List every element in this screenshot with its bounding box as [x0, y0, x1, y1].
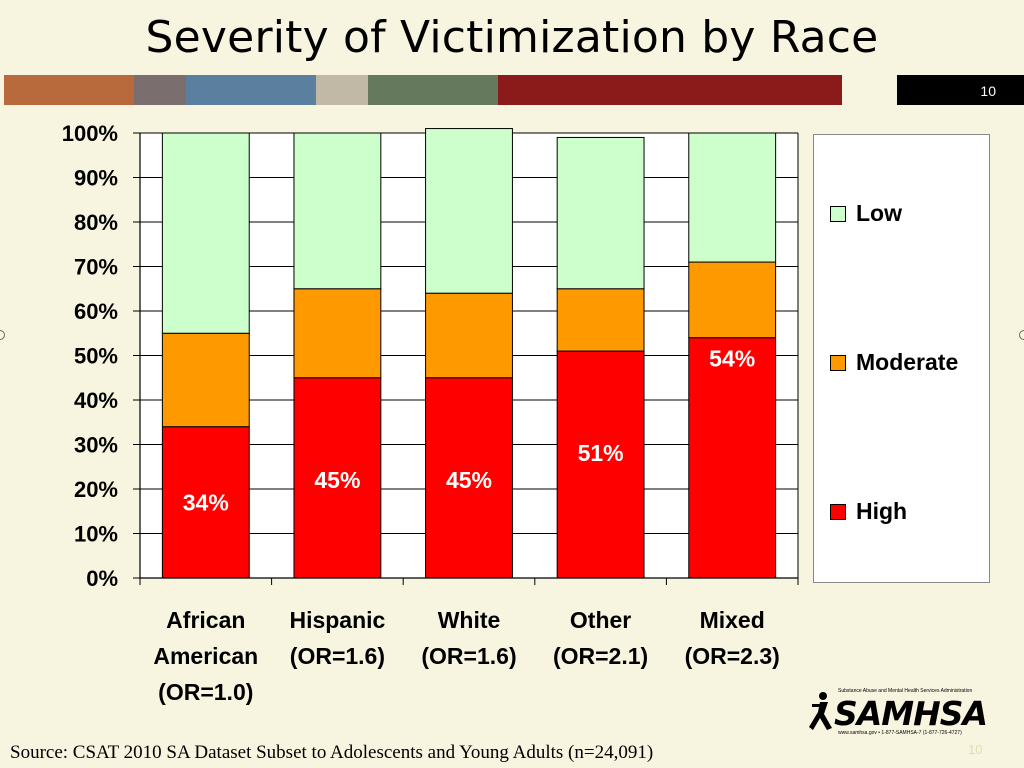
y-tick-label: 10%	[74, 522, 118, 547]
footer-slide-number: 10	[968, 742, 983, 757]
logo-contact: www.samhsa.gov • 1-877-SAMHSA-7 (1-877-7…	[838, 730, 962, 736]
chart-legend: Low Moderate High	[813, 134, 990, 583]
x-category-label: Other	[570, 607, 631, 633]
stripe-segment	[4, 75, 134, 105]
y-tick-label: 80%	[74, 210, 118, 235]
x-category-label: White	[438, 607, 501, 633]
bar-moderate	[425, 292, 513, 379]
bar-high	[556, 350, 645, 579]
bar-low	[161, 132, 250, 334]
stripe-segment	[316, 75, 368, 105]
y-tick-label: 0%	[86, 566, 118, 591]
x-category-label: Mixed	[700, 607, 765, 633]
edge-handle-right	[1019, 330, 1024, 340]
bar-moderate	[161, 332, 250, 428]
stripe-segment	[134, 75, 186, 105]
y-tick-label: 50%	[74, 344, 118, 369]
bar-low	[556, 136, 645, 290]
legend-swatch-moderate	[830, 354, 846, 371]
legend-swatch-low	[830, 205, 846, 222]
x-category-label: American	[153, 643, 258, 669]
slide-number: 10	[897, 75, 1024, 105]
y-tick-label: 40%	[74, 388, 118, 413]
y-tick-label: 20%	[74, 477, 118, 502]
y-tick-label: 30%	[74, 433, 118, 458]
data-label-high: 45%	[314, 467, 360, 493]
x-category-label: (OR=1.0)	[158, 679, 253, 705]
bar-low	[688, 132, 777, 263]
bar-high	[161, 426, 250, 579]
data-label-high: 45%	[446, 467, 492, 493]
x-category-label: (OR=2.1)	[553, 643, 648, 669]
legend-item-moderate: Moderate	[830, 349, 958, 376]
bar-high	[425, 377, 513, 579]
x-category-label: (OR=2.3)	[685, 643, 780, 669]
legend-label-moderate: Moderate	[856, 349, 959, 375]
x-category-label: (OR=1.6)	[290, 643, 385, 669]
bar-moderate	[293, 288, 382, 379]
bar-moderate	[556, 288, 645, 352]
data-label-high: 34%	[183, 490, 229, 516]
data-label-high: 54%	[709, 346, 755, 372]
stripe-segment	[498, 75, 842, 105]
bar-low	[425, 128, 513, 294]
logo-wordmark: SAMHSA	[834, 694, 988, 733]
running-figure-icon	[809, 692, 832, 730]
legend-item-low: Low	[830, 200, 902, 227]
slide-title: Severity of Victimization by Race	[145, 12, 879, 63]
legend-item-high: High	[830, 498, 907, 525]
x-category-label: African	[166, 607, 245, 633]
legend-swatch-high	[830, 503, 846, 520]
y-tick-label: 70%	[74, 255, 118, 280]
bar-low	[293, 132, 382, 290]
legend-label-high: High	[856, 498, 908, 524]
stripe-segment	[368, 75, 498, 105]
data-label-high: 51%	[578, 440, 624, 466]
bar-moderate	[688, 261, 777, 339]
samhsa-logo: Substance Abuse and Mental Health Servic…	[806, 686, 988, 738]
y-tick-label: 90%	[74, 166, 118, 191]
y-tick-label: 100%	[62, 121, 118, 146]
x-category-label: Hispanic	[289, 607, 385, 633]
y-tick-label: 60%	[74, 299, 118, 324]
bar-high	[688, 337, 777, 579]
stripe-segment	[186, 75, 316, 105]
legend-label-low: Low	[856, 200, 902, 226]
logo-tagline: Substance Abuse and Mental Health Servic…	[838, 688, 973, 694]
x-category-label: (OR=1.6)	[421, 643, 516, 669]
source-note: Source: CSAT 2010 SA Dataset Subset to A…	[10, 742, 654, 763]
